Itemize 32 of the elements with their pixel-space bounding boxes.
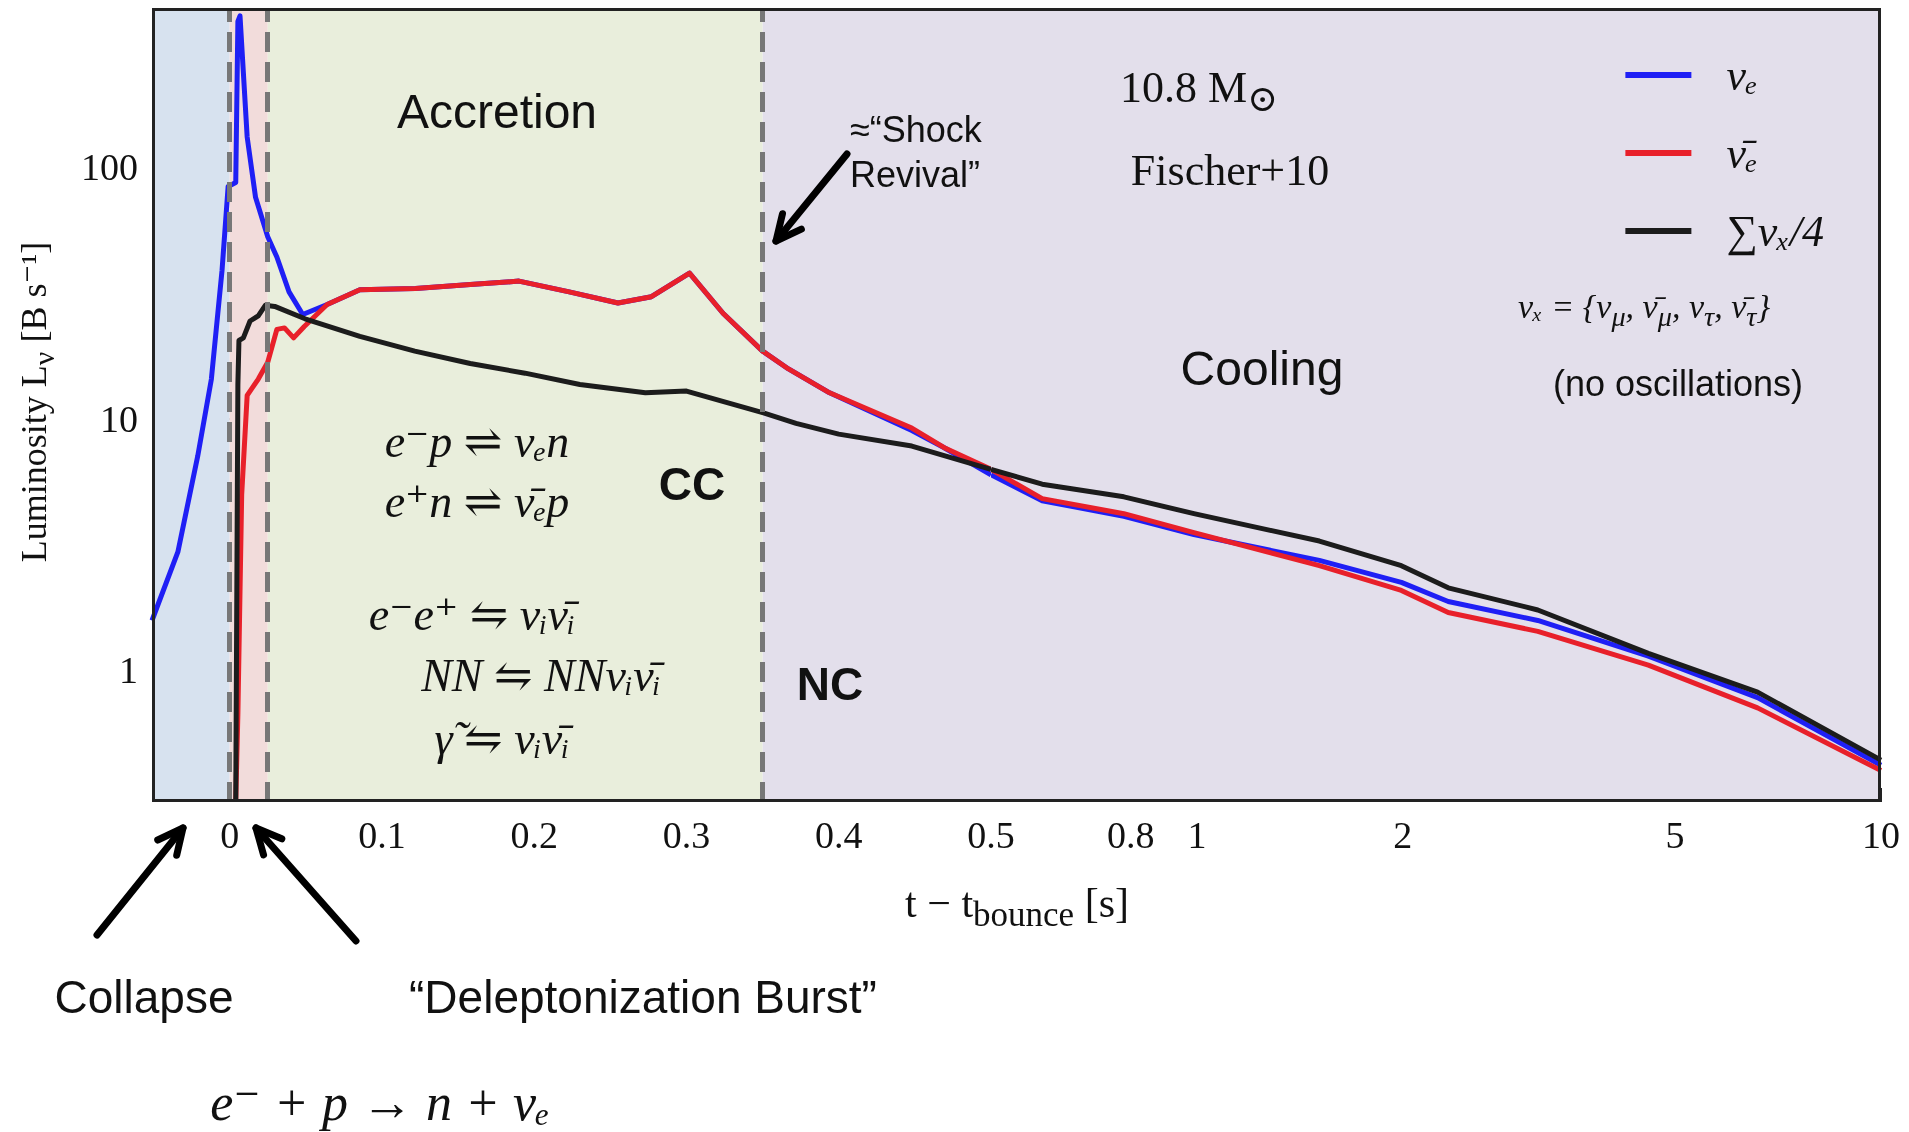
- text: Collapse: [54, 970, 234, 1026]
- x-tick-label: 0.1: [358, 814, 406, 856]
- legend-label: ∑νₓ/4: [1726, 206, 1824, 256]
- y-tick-label: 100: [81, 146, 138, 189]
- legend-label: ν̄ₑ: [1726, 128, 1758, 178]
- annotation: e⁺n ⇌ ν̄ₑp: [384, 475, 570, 530]
- text: e⁻ + p → n + νₑ: [210, 1072, 550, 1132]
- x-tick-label: 10: [1862, 814, 1900, 856]
- legend-label: νₑ: [1726, 50, 1758, 100]
- x-axis-title: t − t$_{bounce}$ [s]: [905, 878, 1129, 936]
- annotation: CC: [658, 457, 726, 513]
- annotation: (no oscillations): [1552, 361, 1804, 406]
- x-tick-label: 0.4: [814, 814, 863, 856]
- annotation: e⁻p ⇌ νₑn: [384, 415, 570, 470]
- x-tick-label: 0.8: [1106, 814, 1155, 856]
- x-tick-label: 5: [1665, 814, 1685, 856]
- x-tick-label: 1: [1187, 814, 1207, 856]
- text: “Deleptonization Burst”: [409, 970, 877, 1026]
- annotation: ≈“Shock Revival”: [850, 108, 983, 197]
- annotation: Cooling: [1180, 341, 1344, 397]
- annotation: Fischer+10: [1130, 144, 1330, 197]
- x-tick-label: 2: [1393, 814, 1413, 856]
- x-tick-label: 0.5: [967, 814, 1015, 856]
- text: νₓ = {ν$_{μ}$, ν̄$_{μ}$, ν$_{τ}$, ν̄$_{τ}$}: [1517, 287, 1771, 332]
- annotation: NC: [796, 657, 864, 713]
- y-tick-label: 10: [100, 397, 138, 440]
- annotation: Accretion: [396, 84, 598, 140]
- y-tick-label: 1: [119, 649, 138, 692]
- x-tick-label: 0.3: [662, 814, 711, 856]
- x-tick-label: 0.2: [510, 814, 558, 856]
- annotation: 10.8 M$_{⊙}$: [1120, 61, 1278, 122]
- x-tick-label: 0: [220, 814, 240, 856]
